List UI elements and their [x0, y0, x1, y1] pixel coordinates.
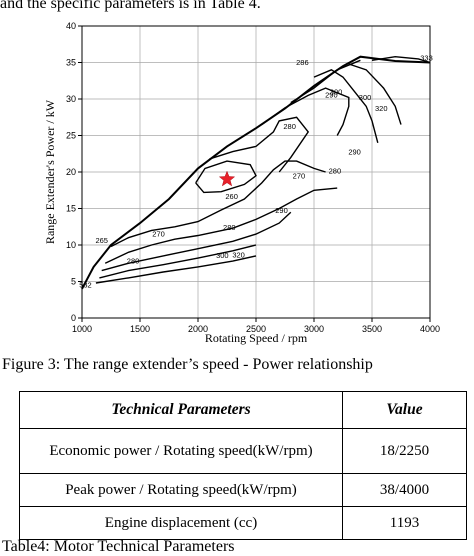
- contour-260: [195, 160, 257, 194]
- x-tick-label: 3000: [304, 324, 324, 334]
- y-axis-label: Range Extender's Power / kW: [43, 99, 57, 244]
- contour-label: 260: [225, 192, 238, 201]
- contour-label: 320: [375, 104, 388, 113]
- header-param: Technical Parameters: [19, 391, 343, 429]
- contour-label: 290: [348, 148, 361, 157]
- table-row: Peak power / Rotating speed(kW/rpm) 38/4…: [19, 473, 467, 507]
- x-axis-label: Rotating Speed / rpm: [205, 331, 308, 345]
- table-caption: Table4: Motor Technical Parameters: [2, 538, 235, 555]
- y-tick-label: 10: [66, 240, 76, 250]
- contour-label: 300: [359, 93, 372, 102]
- row-value: 38/4000: [342, 473, 467, 507]
- x-tick-label: 1500: [130, 324, 150, 334]
- contour-label: 280: [127, 256, 140, 265]
- contour-label: 290: [325, 91, 338, 100]
- y-tick-label: 30: [66, 94, 76, 104]
- y-tick-label: 15: [66, 204, 76, 214]
- contour-label: 280: [223, 223, 236, 232]
- contour-label: 265: [95, 236, 108, 245]
- contour-label: 270: [152, 229, 165, 238]
- row-value: 1193: [342, 506, 467, 540]
- intro-text: and the specific parameters is in Table …: [0, 0, 261, 12]
- contour-label: 300: [216, 251, 229, 260]
- contour-label: 280: [329, 167, 342, 176]
- contour-label: 333: [420, 53, 433, 62]
- x-tick-label: 4000: [420, 324, 440, 334]
- contour-320: [95, 255, 257, 284]
- contour-label: 290: [275, 206, 288, 215]
- contour-320: [348, 63, 402, 125]
- y-tick-label: 40: [66, 21, 76, 31]
- x-tick-label: 3500: [362, 324, 382, 334]
- max-power-boundary: [81, 55, 431, 290]
- contour-280: [104, 187, 338, 264]
- header-value: Value: [342, 391, 467, 429]
- contour-label: 270: [293, 172, 306, 181]
- y-tick-label: 25: [66, 131, 76, 141]
- x-tick-label: 2500: [246, 324, 266, 334]
- contour-label: 532: [79, 280, 92, 289]
- power-speed-chart: 1000 1500 2000 2500 3000 3500 4000 0 5 10 15 20 25 30…: [0, 14, 474, 346]
- contour-333: [371, 55, 431, 64]
- row-param: Engine displacement (cc): [19, 506, 343, 540]
- contour-300: [99, 244, 257, 279]
- contour-290: [101, 211, 292, 272]
- contour-label: 280: [283, 122, 296, 131]
- contour-280: [209, 116, 310, 173]
- x-tick-label: 1000: [72, 324, 92, 334]
- contour-label: 300: [330, 88, 343, 97]
- table-row: Economic power / Rotating speed(kW/rpm) …: [19, 428, 467, 474]
- economic-point-star: [218, 170, 236, 187]
- y-tick-label: 5: [71, 277, 76, 287]
- contour-300: [313, 69, 379, 143]
- y-tick-label: 35: [66, 58, 76, 68]
- axis-ticks: 1000 1500 2000 2500 3000 3500 4000 0 5 10 15 20 25 30…: [66, 21, 440, 334]
- contour-label: 320: [232, 250, 245, 259]
- y-tick-label: 20: [66, 167, 76, 177]
- figure-caption: Figure 3: The range extender’s speed - P…: [2, 356, 373, 373]
- y-tick-label: 0: [71, 313, 76, 323]
- row-param: Peak power / Rotating speed(kW/rpm): [19, 473, 343, 507]
- row-value: 18/2250: [342, 428, 467, 474]
- contour-270: [110, 160, 326, 248]
- x-tick-label: 2000: [188, 324, 208, 334]
- row-param: Economic power / Rotating speed(kW/rpm): [19, 428, 343, 474]
- contour-label: 286: [296, 58, 309, 67]
- table-header-row: Technical Parameters Value: [19, 391, 467, 429]
- table-row: Engine displacement (cc) 1193: [19, 506, 467, 540]
- technical-parameters-table: Technical Parameters Value Economic powe…: [19, 391, 467, 540]
